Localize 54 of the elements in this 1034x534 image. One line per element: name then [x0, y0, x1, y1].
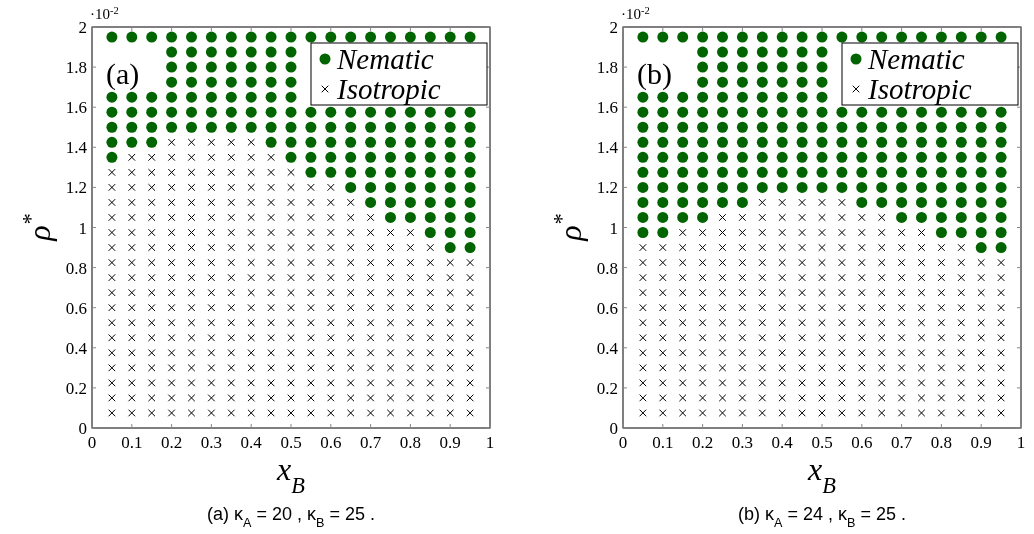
x-tick-label: 1: [1016, 433, 1026, 452]
x-tick-label: 1: [485, 433, 495, 452]
text: (b) κ$_{A}$ = 24 , κ$_{B}$ = 25 .: [738, 504, 906, 530]
y-tick-label: 1.4: [65, 138, 88, 158]
y-tick-label: 1.6: [65, 98, 87, 118]
x-tick-label: 0.5: [811, 433, 833, 452]
x-tick-label: 0.6: [320, 433, 342, 452]
x-axis-title: x$_{B}$: [807, 451, 837, 498]
annotation: (b): [637, 57, 672, 91]
y-tick-label: 0.2: [65, 378, 87, 398]
y-tick-label: 0.4: [596, 338, 619, 358]
text: ·10$^{-2}$: [621, 4, 650, 22]
annotation: (a): [106, 57, 140, 91]
x-tick-label: 0.4: [771, 433, 794, 452]
legend-label: Isotropic: [336, 73, 441, 105]
x-tick-label: 0.1: [121, 433, 143, 452]
legend-label: Nematic: [336, 43, 434, 75]
x-tick-label: 0.5: [280, 433, 302, 452]
x-tick-label: 0.2: [691, 433, 714, 452]
y-tick-label: 0: [78, 419, 87, 438]
x-tick-label: 0.9: [970, 433, 992, 452]
y-tick-label: 0.6: [596, 298, 618, 318]
x-tick-label: 0.7: [359, 433, 382, 452]
y-tick-label: 1.6: [596, 98, 618, 118]
legend-label: Isotropic: [867, 73, 972, 105]
y-tick-label: 1: [609, 218, 618, 238]
y-tick-label: 0.2: [596, 378, 618, 398]
x-tick-label: 0.8: [399, 433, 422, 452]
y-tick-label: 1: [78, 218, 87, 238]
x-tick-label: 0.1: [652, 433, 674, 452]
y-tick-label: 0.8: [596, 258, 618, 278]
x-tick-label: 0.8: [930, 433, 953, 452]
y-tick-label: 0: [609, 419, 618, 438]
x-tick-label: 0.9: [439, 433, 461, 452]
x-tick-label: 0.7: [890, 433, 913, 452]
x-tick-label: 0.2: [160, 433, 183, 452]
y-tick-label: 1.2: [596, 178, 618, 198]
text: ·10$^{-2}$: [90, 4, 119, 22]
x-tick-label: 0.3: [731, 433, 754, 452]
text: (a) κ$_{A}$ = 20 , κ$_{B}$ = 25 .: [207, 504, 375, 530]
x-tick-label: 0.6: [851, 433, 873, 452]
y-tick-label: 1.8: [596, 58, 618, 78]
x-tick-label: 0.4: [240, 433, 263, 452]
y-tick-label: 2: [78, 18, 87, 37]
x-axis-title: x$_{B}$: [276, 451, 306, 498]
y-tick-label: 0.8: [65, 258, 87, 278]
legend-label: Nematic: [867, 43, 965, 75]
y-tick-label: 0.4: [65, 338, 88, 358]
y-tick-label: 2: [609, 18, 618, 37]
y-tick-label: 1.8: [65, 58, 87, 78]
y-tick-label: 1.2: [65, 178, 87, 198]
y-tick-label: 1.4: [596, 138, 619, 158]
x-tick-label: 0.3: [200, 433, 223, 452]
y-tick-label: 0.6: [65, 298, 87, 318]
